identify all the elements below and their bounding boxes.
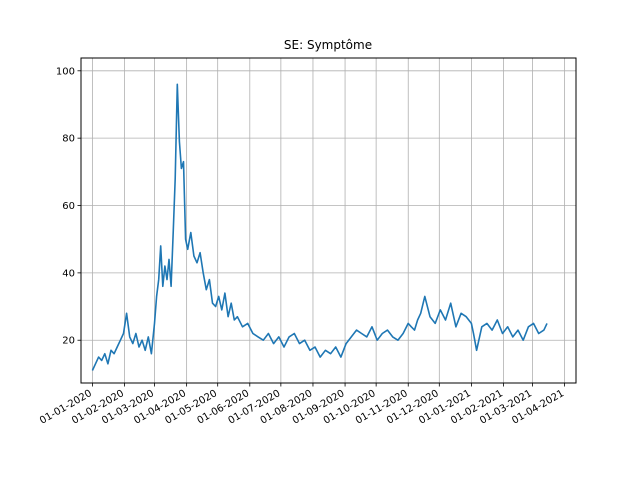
y-axis: 20 40 60 80 100 (56, 66, 81, 347)
y-tick-label: 60 (62, 201, 75, 212)
y-tick-label: 80 (62, 134, 75, 145)
chart-title: SE: Symptôme (284, 38, 372, 52)
plot-area-frame (80, 57, 577, 384)
series-layer (91, 83, 548, 371)
y-tick-label: 100 (56, 66, 75, 77)
y-tick-label: 20 (62, 336, 75, 347)
y-tick-label: 40 (62, 268, 75, 279)
series-line (91, 83, 548, 371)
